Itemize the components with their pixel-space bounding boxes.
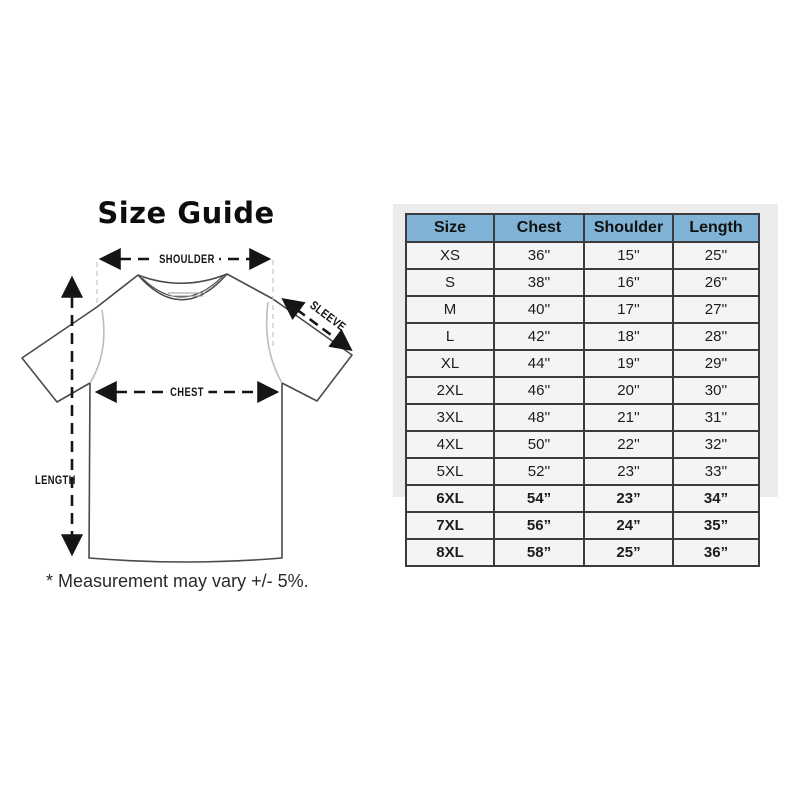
table-cell-shoulder: 18'' [583,322,674,351]
table-cell-chest: 52'' [493,457,585,486]
table-row: 7XL 56” 24” 35” [405,511,760,540]
table-cell-length: 27'' [672,295,760,324]
table-cell-chest: 44'' [493,349,585,378]
table-cell-length: 30'' [672,376,760,405]
collar-outline [137,273,228,301]
table-cell-size: XS [405,241,495,270]
table-cell-chest: 48'' [493,403,585,432]
table-cell-size: XL [405,349,495,378]
table-cell-size: 4XL [405,430,495,459]
table-cell-length: 32'' [672,430,760,459]
table-cell-shoulder: 21'' [583,403,674,432]
table-cell-shoulder: 23” [583,484,674,513]
sleeve-measure-arrow [281,298,353,351]
table-cell-chest: 40'' [493,295,585,324]
table-cell-chest: 58” [493,538,585,567]
table-cell-shoulder: 23'' [583,457,674,486]
table-cell-length: 29'' [672,349,760,378]
table-cell-chest: 56” [493,511,585,540]
column-header-shoulder: Shoulder [583,213,674,243]
size-chart-table: Size Chest Shoulder Length XS 36'' 15'' … [405,213,760,567]
table-header-row: Size Chest Shoulder Length [405,213,760,243]
table-cell-chest: 54” [493,484,585,513]
table-cell-length: 36” [672,538,760,567]
table-cell-size: L [405,322,495,351]
table-cell-size: S [405,268,495,297]
length-measure-label: LENGTH [35,473,76,487]
table-row: 6XL 54” 23” 34” [405,484,760,513]
table-row: XL 44'' 19'' 29'' [405,349,760,378]
table-cell-size: M [405,295,495,324]
table-cell-length: 25'' [672,241,760,270]
table-row: L 42'' 18'' 28'' [405,322,760,351]
table-cell-size: 6XL [405,484,495,513]
table-row: S 38'' 16'' 26'' [405,268,760,297]
tshirt-outline [21,273,353,563]
size-guide-title: Size Guide [97,196,275,230]
table-cell-length: 28'' [672,322,760,351]
size-table-body: XS 36'' 15'' 25'' S 38'' 16'' 26'' M 40'… [405,241,760,567]
table-cell-chest: 36'' [493,241,585,270]
table-cell-shoulder: 17'' [583,295,674,324]
right-armhole-seam [265,301,283,384]
tshirt-diagram [21,247,353,563]
table-cell-chest: 50'' [493,430,585,459]
table-row: XS 36'' 15'' 25'' [405,241,760,270]
collar-band-line [141,275,224,298]
table-cell-shoulder: 20'' [583,376,674,405]
table-cell-length: 33'' [672,457,760,486]
table-cell-chest: 46'' [493,376,585,405]
column-header-length: Length [672,213,760,243]
table-row: 5XL 52'' 23'' 33'' [405,457,760,486]
column-header-size: Size [405,213,495,243]
table-row: M 40'' 17'' 27'' [405,295,760,324]
table-cell-length: 31'' [672,403,760,432]
table-cell-shoulder: 25” [583,538,674,567]
shoulder-measure-label: SHOULDER [154,251,220,267]
table-cell-size: 7XL [405,511,495,540]
table-cell-length: 26'' [672,268,760,297]
table-cell-size: 5XL [405,457,495,486]
table-cell-length: 34” [672,484,760,513]
column-header-chest: Chest [493,213,585,243]
left-armhole-seam [89,309,105,384]
table-cell-shoulder: 16'' [583,268,674,297]
collar-label-line [168,292,206,297]
table-cell-size: 2XL [405,376,495,405]
table-cell-chest: 38'' [493,268,585,297]
table-cell-size: 3XL [405,403,495,432]
table-row: 3XL 48'' 21'' 31'' [405,403,760,432]
table-row: 4XL 50'' 22'' 32'' [405,430,760,459]
table-row: 8XL 58” 25” 36” [405,538,760,567]
table-cell-shoulder: 22'' [583,430,674,459]
table-cell-length: 35” [672,511,760,540]
table-cell-chest: 42'' [493,322,585,351]
table-cell-size: 8XL [405,538,495,567]
table-cell-shoulder: 15'' [583,241,674,270]
table-cell-shoulder: 24” [583,511,674,540]
measurement-disclaimer: * Measurement may vary +/- 5%. [46,571,309,591]
chest-measure-label: CHEST [165,384,209,400]
table-cell-shoulder: 19'' [583,349,674,378]
table-row: 2XL 46'' 20'' 30'' [405,376,760,405]
